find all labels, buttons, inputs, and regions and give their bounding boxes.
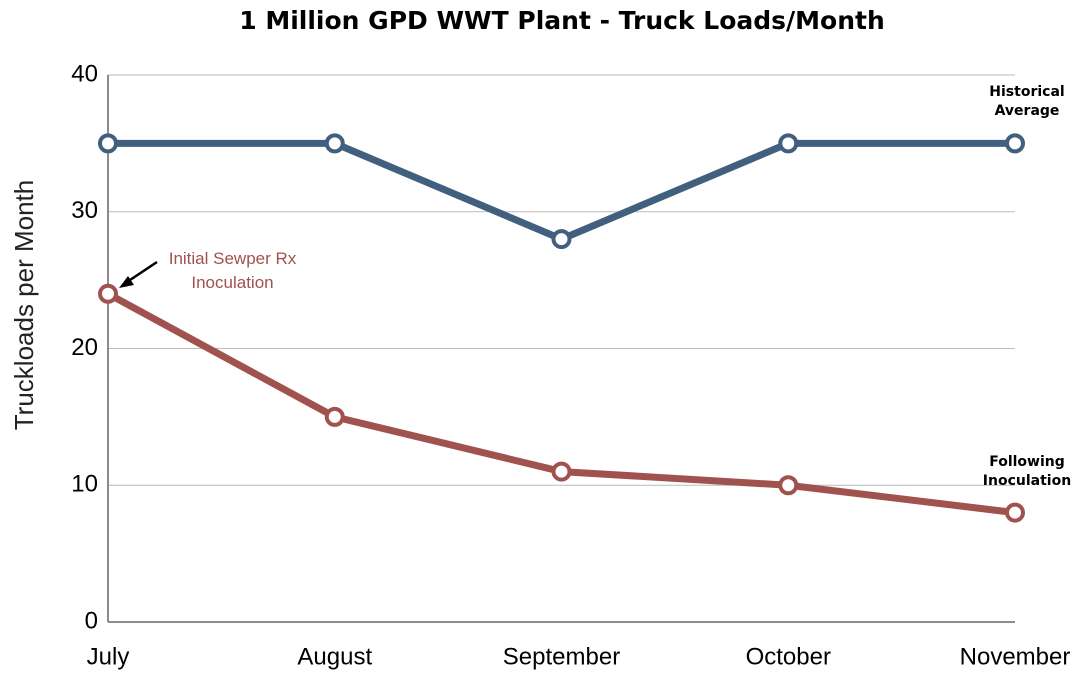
x-tick-label: November <box>960 643 1071 670</box>
data-point <box>1005 133 1025 154</box>
y-tick-label: 40 <box>71 60 98 87</box>
annotation: Initial Sewper Rx Inoculation <box>168 249 297 292</box>
data-point <box>551 229 572 250</box>
x-tick-label: August <box>297 643 372 670</box>
y-axis-label: Truckloads per Month <box>9 180 39 430</box>
data-point <box>324 133 345 154</box>
series-line <box>108 139 1015 243</box>
y-tick-label: 20 <box>71 334 98 361</box>
data-point <box>1005 502 1025 523</box>
annotation-arrowhead <box>119 276 134 288</box>
data-point <box>98 133 118 154</box>
y-tick-label: 0 <box>85 607 98 634</box>
x-tick-label: July <box>87 643 130 670</box>
x-tick-label: October <box>746 643 831 670</box>
data-point <box>778 475 799 496</box>
series-label: Historical Average <box>989 84 1065 120</box>
y-tick-label: 10 <box>71 471 98 498</box>
data-point <box>98 283 118 304</box>
data-point <box>778 133 799 154</box>
data-point <box>551 461 572 482</box>
x-tick-label: September <box>503 643 620 670</box>
data-point <box>324 406 345 427</box>
series-label: Following Inoculation <box>982 453 1072 489</box>
chart-title: 1 Million GPD WWT Plant - Truck Loads/Mo… <box>239 6 885 35</box>
y-tick-label: 30 <box>71 197 98 224</box>
